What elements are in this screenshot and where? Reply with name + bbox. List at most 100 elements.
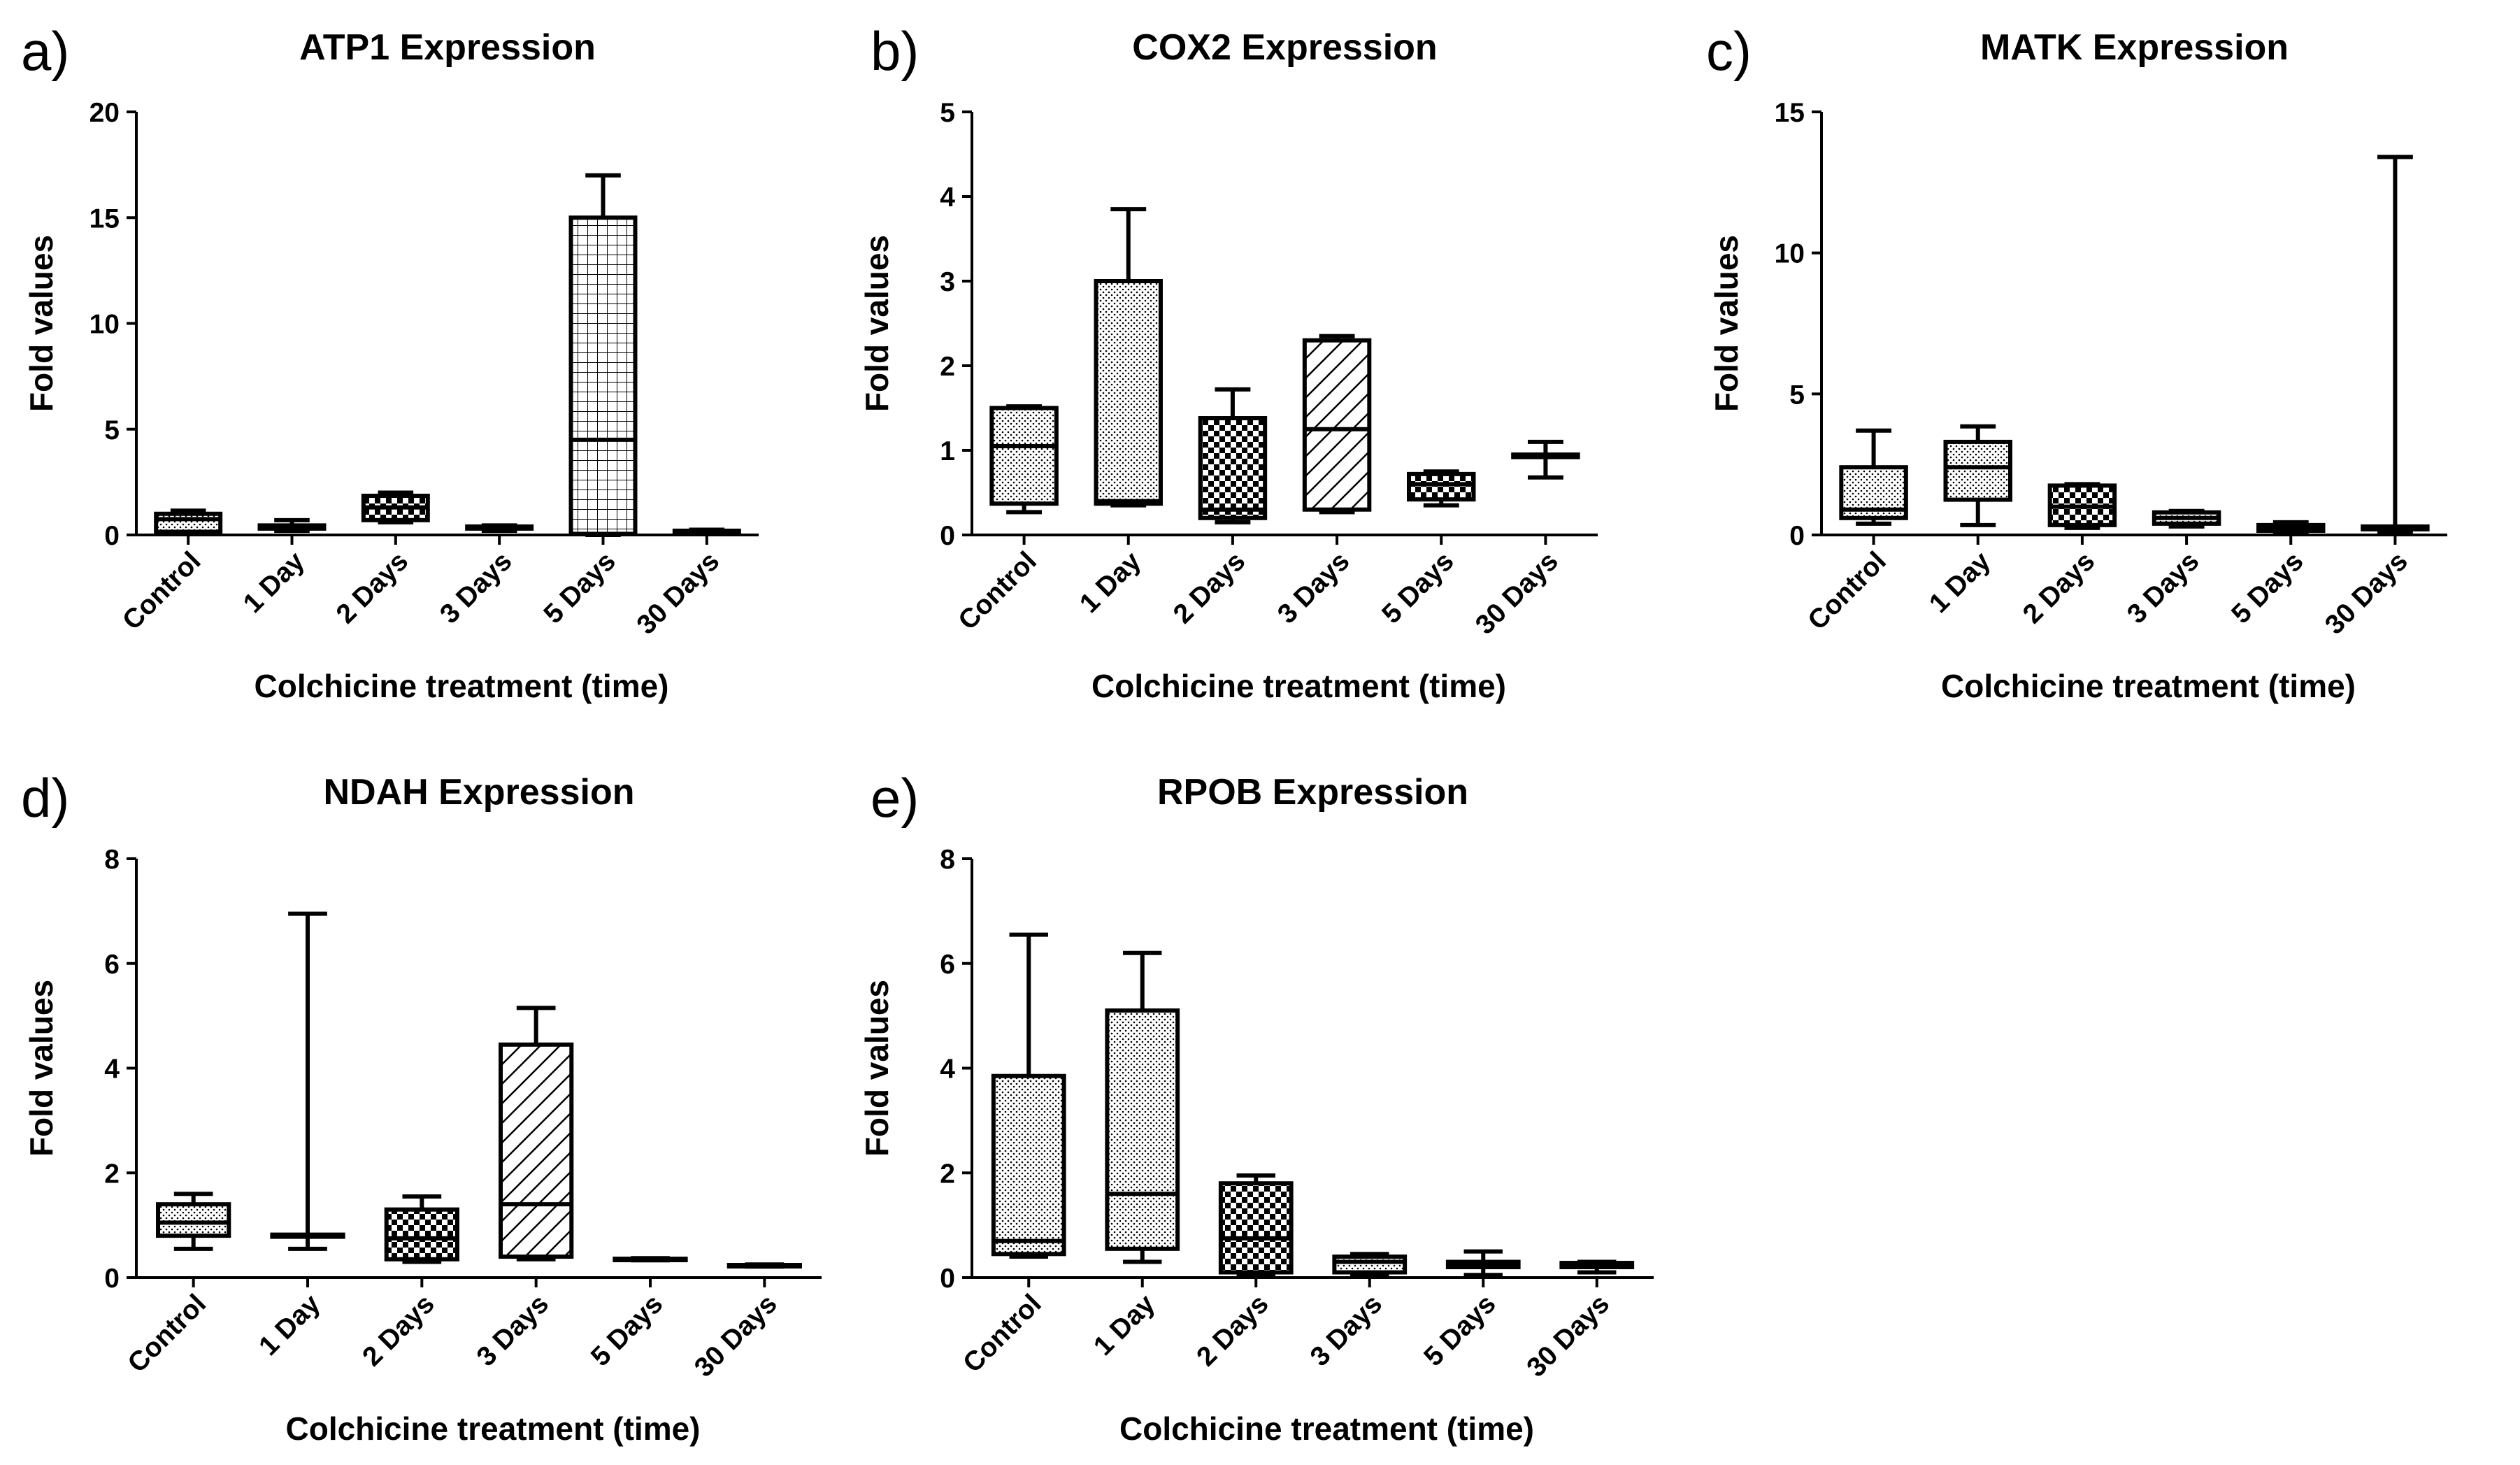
chart-title: ATP1 Expression <box>299 27 596 68</box>
x-category-label: 5 Days <box>538 546 622 629</box>
x-category-label: 5 Days <box>585 1289 668 1372</box>
panel-letter: c) <box>1706 20 1752 82</box>
y-tick-label: 0 <box>104 521 120 551</box>
y-tick-label: 2 <box>104 1159 120 1189</box>
iqr-box <box>1332 1255 1408 1275</box>
y-tick-label: 4 <box>940 1055 955 1085</box>
chart-title: RPOB Expression <box>1157 772 1468 813</box>
y-tick-label: 4 <box>104 1055 120 1085</box>
x-category-label: 1 Day <box>253 1289 326 1362</box>
y-tick-label: 8 <box>940 845 955 875</box>
x-category-label: 1 Day <box>1924 546 1996 619</box>
y-tick-label: 1 <box>940 436 955 466</box>
x-category-label: 5 Days <box>2226 546 2309 629</box>
box-30-days <box>1559 1259 1635 1275</box>
iqr-box <box>1407 471 1476 502</box>
iqr-box <box>384 1207 459 1262</box>
y-axis-label: Fold values <box>23 235 59 412</box>
x-category-label: Control <box>953 546 1043 636</box>
iqr-box <box>1943 439 2012 502</box>
x-category-label: 2 Days <box>1191 1289 1274 1372</box>
box-5-days <box>1407 469 1476 508</box>
x-category-label: 1 Day <box>1074 546 1147 619</box>
box-control <box>989 404 1059 515</box>
box-2-days <box>1218 1173 1294 1278</box>
y-tick-label: 0 <box>940 1264 955 1294</box>
box-1-day <box>1105 950 1180 1264</box>
iqr-box <box>1198 416 1268 520</box>
iqr-box <box>154 511 223 534</box>
panel-cox2-expression: b) COX2 Expression 0 1 2 3 4 5 Fold values Contro… <box>859 20 1598 704</box>
x-category-label: 2 Days <box>2017 546 2100 629</box>
y-tick-label: 6 <box>940 950 955 980</box>
box-control <box>154 508 223 536</box>
x-category-label: 30 Days <box>631 546 726 641</box>
panel-letter: d) <box>21 767 69 829</box>
x-category-label: 1 Day <box>238 546 310 619</box>
y-tick-label: 20 <box>90 98 120 128</box>
panel-letter: a) <box>21 20 69 82</box>
box-5-days <box>2256 520 2326 534</box>
x-axis-label: Colchicine treatment (time) <box>1941 668 2356 704</box>
y-tick-label: 6 <box>104 950 120 980</box>
x-axis-label: Colchicine treatment (time) <box>286 1410 701 1447</box>
y-tick-label: 5 <box>940 98 955 128</box>
y-tick-label: 2 <box>940 1159 955 1189</box>
x-category-label: 5 Days <box>1418 1289 1501 1372</box>
box-control <box>991 932 1066 1259</box>
x-category-label: Control <box>957 1289 1047 1378</box>
x-category-label: 3 Days <box>2121 546 2205 629</box>
chart-title: MATK Expression <box>1980 27 2289 68</box>
y-tick-label: 4 <box>940 183 955 213</box>
x-axis-label: Colchicine treatment (time) <box>255 668 669 704</box>
x-category-label: 2 Days <box>331 546 414 629</box>
box-control <box>156 1192 231 1251</box>
x-axis-label: Colchicine treatment (time) <box>1119 1410 1534 1447</box>
iqr-box <box>1105 1008 1180 1251</box>
box-3-days <box>2152 508 2221 529</box>
y-tick-label: 8 <box>104 845 120 875</box>
x-category-label: 2 Days <box>1168 546 1251 629</box>
box-1-day <box>257 517 327 533</box>
chart-title: COX2 Expression <box>1132 27 1437 68</box>
box-control <box>1839 428 1908 526</box>
y-tick-label: 10 <box>1775 239 1805 269</box>
box-2-days <box>1198 387 1268 524</box>
box-3-days <box>1332 1252 1408 1278</box>
box-2-days <box>2047 482 2117 530</box>
iqr-box <box>1218 1181 1294 1275</box>
iqr-box <box>1094 279 1163 506</box>
box-5-days <box>568 173 638 537</box>
iqr-box <box>1302 338 1372 512</box>
y-axis-label: Fold values <box>1708 235 1745 412</box>
box-30-days <box>672 527 741 536</box>
panel-matk-expression: c) MATK Expression 0 5 10 15 Fold values Contro… <box>1706 20 2447 704</box>
box-30-days <box>726 1262 802 1269</box>
y-tick-label: 10 <box>90 310 120 340</box>
chart-title: NDAH Expression <box>324 772 635 813</box>
x-category-label: 3 Days <box>471 1289 554 1372</box>
iqr-box <box>499 1042 574 1259</box>
box-3-days <box>1302 334 1372 515</box>
x-category-label: Control <box>117 546 206 636</box>
box-1-day <box>1943 424 2012 527</box>
box-30-days <box>2361 155 2430 534</box>
x-category-label: Control <box>1803 546 1892 636</box>
y-tick-label: 0 <box>104 1264 120 1294</box>
iqr-box <box>989 406 1059 506</box>
y-axis-label: Fold values <box>859 980 895 1157</box>
panel-letter: e) <box>871 767 919 829</box>
y-tick-label: 15 <box>90 203 120 234</box>
panel-rpob-expression: e) RPOB Expression 0 2 4 6 8 Fold values Control… <box>859 767 1654 1447</box>
y-tick-label: 5 <box>1789 380 1805 410</box>
x-category-label: 30 Days <box>1470 546 1564 641</box>
box-30-days <box>1511 439 1580 480</box>
x-category-label: 2 Days <box>357 1289 440 1372</box>
y-tick-label: 0 <box>940 521 955 551</box>
box-2-days <box>361 490 430 524</box>
box-2-days <box>384 1194 459 1264</box>
x-category-label: Control <box>122 1289 212 1378</box>
box-3-days <box>499 1006 574 1262</box>
box-1-day <box>270 911 345 1251</box>
